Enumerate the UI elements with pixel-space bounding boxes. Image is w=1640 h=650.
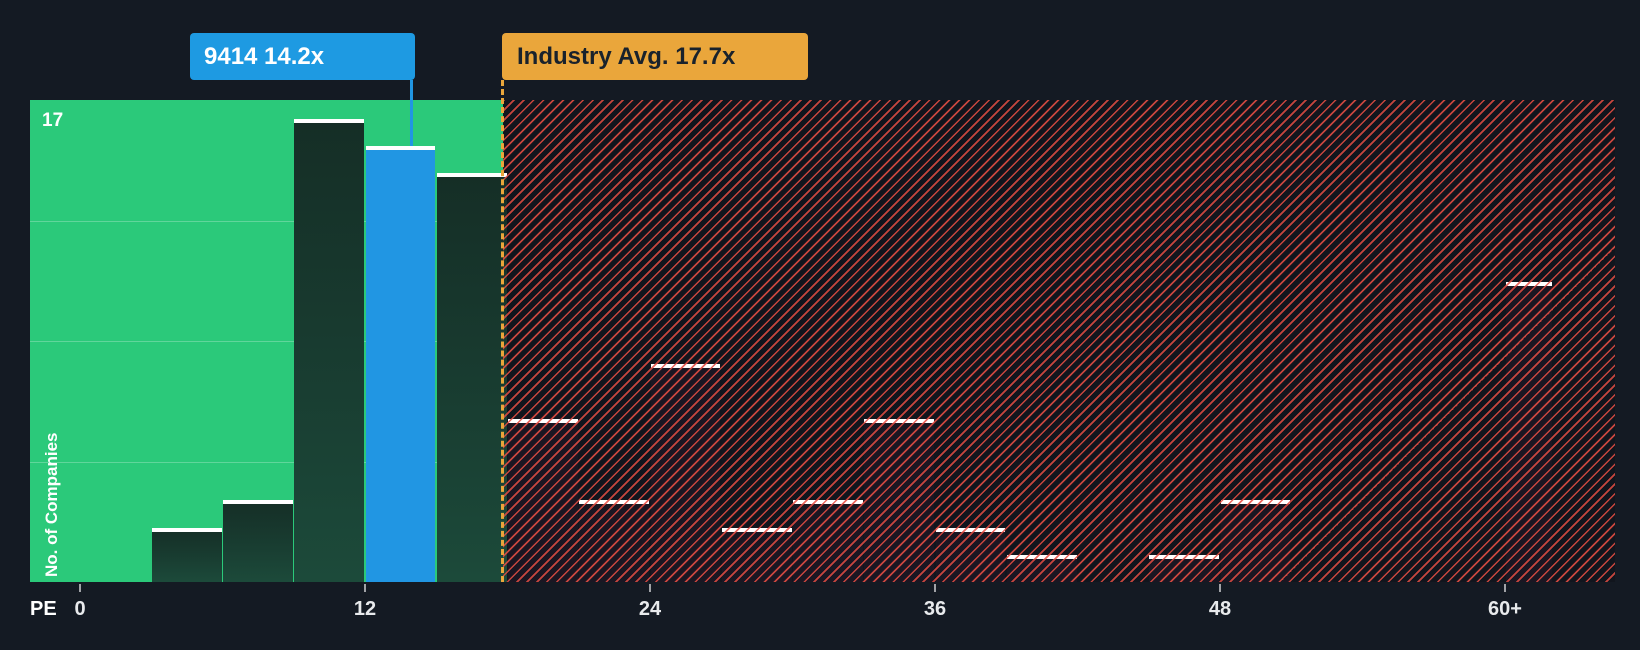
bar-pe-33-36[interactable] bbox=[864, 418, 934, 582]
bar-pe-45-48[interactable] bbox=[1149, 554, 1219, 582]
x-tick-mark bbox=[79, 584, 81, 592]
industry-average-tooltip[interactable]: Industry Avg. 17.7x bbox=[502, 33, 808, 80]
bar-pe-48-51[interactable] bbox=[1220, 500, 1291, 582]
highlight-tooltip-connector bbox=[410, 80, 413, 146]
bar-top-cap bbox=[436, 173, 507, 178]
x-tick-mark bbox=[1219, 584, 1221, 592]
bar-top-cap bbox=[223, 500, 293, 505]
x-tick-label-12: 12 bbox=[353, 598, 377, 620]
bar-top-cap bbox=[935, 527, 1006, 532]
x-tick-mark bbox=[1504, 584, 1506, 592]
bar-top-cap bbox=[721, 527, 792, 532]
bar-top-cap bbox=[579, 500, 649, 505]
bar-pe-9-12[interactable] bbox=[294, 119, 364, 582]
bar-pe-60-plus[interactable] bbox=[1505, 282, 1552, 582]
bar-pe-27-30[interactable] bbox=[721, 527, 792, 582]
gridline bbox=[30, 341, 503, 342]
bar-top-cap bbox=[650, 364, 721, 369]
bar-pe-24-27[interactable] bbox=[650, 364, 721, 582]
bar-top-cap bbox=[508, 418, 578, 423]
bar-top-cap bbox=[1220, 500, 1291, 505]
industry-average-line bbox=[501, 80, 504, 582]
x-tick-mark bbox=[649, 584, 651, 592]
bar-top-cap bbox=[1006, 554, 1077, 559]
x-tick-mark bbox=[364, 584, 366, 592]
bar-pe-12-15[interactable] bbox=[365, 146, 436, 582]
plot-area bbox=[30, 100, 1615, 582]
x-tick-label-60plus: 60+ bbox=[1488, 598, 1522, 620]
bar-top-cap bbox=[793, 500, 863, 505]
x-tick-label-0: 0 bbox=[74, 598, 86, 620]
y-axis-title: No. of Companies bbox=[42, 432, 61, 577]
bar-pe-18-21[interactable] bbox=[508, 418, 578, 582]
bar-pe-15-18[interactable] bbox=[436, 173, 507, 582]
bar-pe-6-9[interactable] bbox=[223, 500, 293, 582]
bar-pe-21-24[interactable] bbox=[579, 500, 649, 582]
bar-pe-39-42[interactable] bbox=[1006, 554, 1077, 582]
x-tick-label-48: 48 bbox=[1208, 598, 1232, 620]
company-pe-tooltip[interactable]: 9414 14.2x bbox=[190, 33, 415, 80]
bar-top-cap bbox=[365, 146, 436, 151]
y-axis-max-label: 17 bbox=[42, 110, 64, 131]
bar-top-cap bbox=[1149, 554, 1219, 559]
bar-pe-3-6[interactable] bbox=[151, 527, 222, 582]
x-tick-label-36: 36 bbox=[923, 598, 947, 620]
bar-pe-36-39[interactable] bbox=[935, 527, 1006, 582]
bar-top-cap bbox=[151, 527, 222, 532]
bar-top-cap bbox=[294, 119, 364, 123]
gridline bbox=[30, 220, 503, 222]
gridline bbox=[30, 461, 503, 463]
x-axis: 0 12 24 36 48 60+ bbox=[30, 582, 1615, 642]
x-tick-mark bbox=[934, 584, 936, 592]
bar-pe-30-33[interactable] bbox=[793, 500, 863, 582]
x-axis-title: PE bbox=[30, 598, 57, 620]
x-tick-label-24: 24 bbox=[638, 598, 662, 620]
bar-top-cap bbox=[1505, 282, 1552, 287]
bar-top-cap bbox=[864, 418, 934, 423]
